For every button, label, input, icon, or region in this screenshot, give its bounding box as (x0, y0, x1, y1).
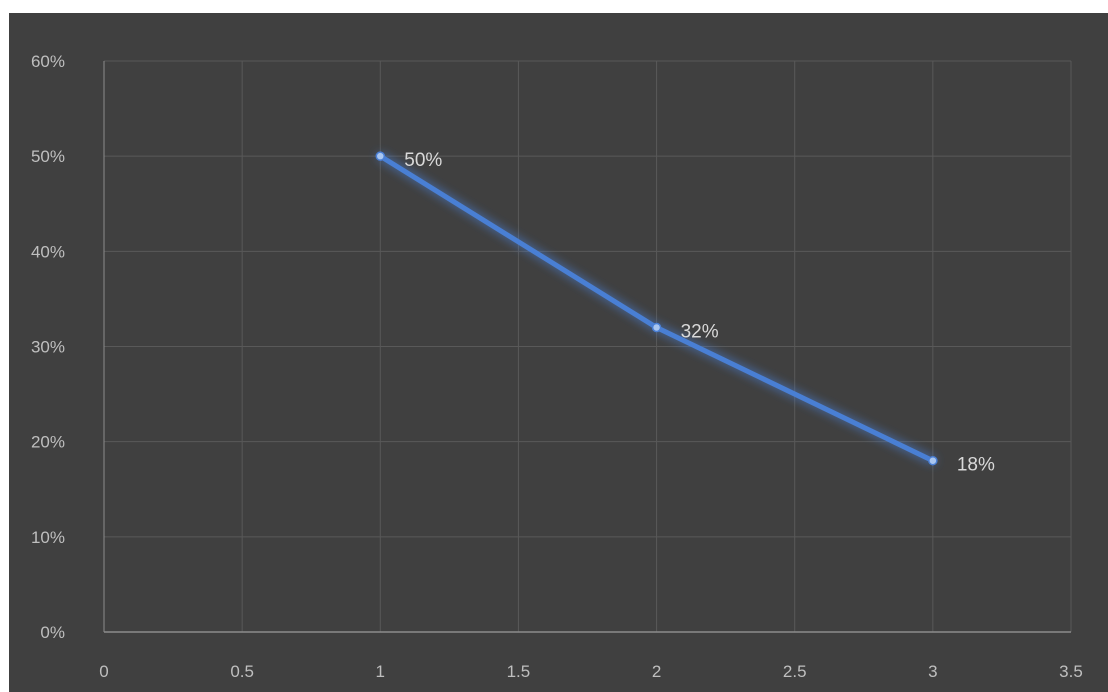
y-tick-label: 30% (31, 338, 65, 357)
x-axis-tick-labels: 0 0.5 1 1.5 2 2.5 3 3.5 (99, 662, 1083, 681)
y-tick-label: 20% (31, 433, 65, 452)
series-layer (375, 151, 938, 466)
data-point-marker (928, 455, 938, 466)
x-tick-label: 0 (99, 662, 108, 681)
y-tick-label: 10% (31, 528, 65, 547)
axes (103, 61, 1071, 633)
x-tick-label: 2 (652, 662, 661, 681)
chart-area: 0% 10% 20% 30% 40% 50% 60% 0 0.5 1 1.5 2 2.5 3 3.5 50… (9, 13, 1108, 692)
x-tick-label: 3 (928, 662, 937, 681)
data-labels: 50% 32% 18% (404, 150, 995, 476)
y-tick-label: 40% (31, 242, 65, 261)
y-tick-label: 50% (31, 147, 65, 166)
data-label: 32% (681, 321, 719, 342)
x-tick-label: 0.5 (230, 662, 254, 681)
x-tick-label: 1.5 (507, 662, 531, 681)
x-tick-label: 3.5 (1059, 662, 1083, 681)
x-tick-label: 1 (376, 662, 385, 681)
x-tick-label: 2.5 (783, 662, 807, 681)
data-point-marker (375, 151, 386, 161)
line-chart: 0% 10% 20% 30% 40% 50% 60% 0 0.5 1 1.5 2 2.5 3 3.5 50… (31, 52, 1083, 681)
data-label: 18% (957, 455, 995, 476)
y-tick-label: 60% (31, 52, 65, 71)
data-point-marker (651, 322, 662, 333)
gridlines (103, 60, 1072, 632)
y-axis-tick-labels: 0% 10% 20% 30% 40% 50% 60% (31, 52, 65, 642)
y-tick-label: 0% (40, 623, 65, 642)
data-label: 50% (404, 150, 442, 171)
